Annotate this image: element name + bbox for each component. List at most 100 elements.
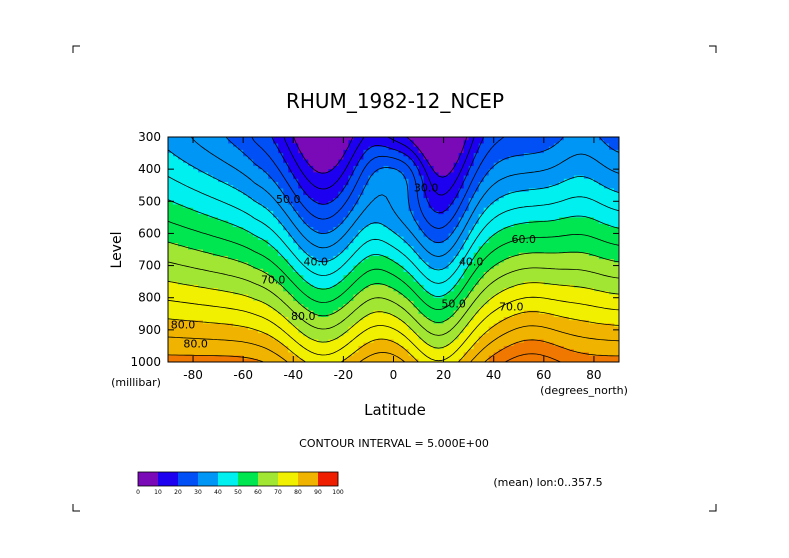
heatmap-cell	[313, 178, 319, 183]
heatmap-cell	[408, 297, 415, 302]
heatmap-cell	[303, 198, 309, 202]
heatmap-cell	[353, 175, 360, 180]
heatmap-cell	[493, 265, 500, 270]
heatmap-cell	[278, 304, 284, 308]
heatmap-cell	[243, 201, 249, 206]
heatmap-cell	[378, 300, 385, 305]
heatmap-cell	[208, 204, 214, 209]
heatmap-cell	[178, 339, 184, 344]
heatmap-cell	[253, 326, 259, 331]
heatmap-cell	[508, 326, 515, 331]
heatmap-cell	[238, 358, 244, 362]
heatmap-cell	[188, 342, 194, 347]
heatmap-cell	[343, 313, 349, 318]
heatmap-cell	[408, 214, 415, 218]
heatmap-cell	[223, 310, 229, 315]
heatmap-cell	[343, 185, 349, 190]
heatmap-cell	[503, 333, 510, 337]
heatmap-cell	[273, 140, 279, 145]
heatmap-cell	[263, 227, 269, 231]
heatmap-cell	[338, 326, 344, 331]
heatmap-cell	[433, 310, 440, 315]
heatmap-cell	[248, 227, 254, 231]
heatmap-cell	[198, 355, 204, 360]
heatmap-cell	[348, 358, 355, 362]
heatmap-cell	[383, 352, 390, 357]
heatmap-cell	[318, 230, 324, 235]
heatmap-cell	[358, 297, 365, 302]
heatmap-cell	[253, 194, 259, 199]
heatmap-cell	[418, 246, 425, 251]
heatmap-cell	[523, 201, 530, 206]
heatmap-cell	[188, 162, 194, 167]
heatmap-cell	[503, 220, 510, 225]
heatmap-cell	[288, 297, 294, 302]
heatmap-cell	[473, 210, 480, 215]
heatmap-cell	[463, 284, 470, 289]
heatmap-cell	[488, 153, 495, 157]
heatmap-cell	[228, 265, 234, 270]
heatmap-cell	[348, 249, 355, 254]
heatmap-cell	[463, 191, 470, 196]
heatmap-cell	[338, 223, 344, 228]
heatmap-cell	[363, 207, 370, 212]
heatmap-cell	[433, 159, 440, 164]
heatmap-cell	[338, 288, 344, 292]
heatmap-cell	[398, 165, 405, 170]
heatmap-cell	[373, 210, 380, 215]
heatmap-cell	[188, 159, 194, 164]
heatmap-cell	[173, 252, 179, 257]
heatmap-cell	[423, 323, 430, 328]
heatmap-cell	[423, 339, 430, 344]
heatmap-cell	[513, 204, 520, 209]
heatmap-cell	[313, 210, 319, 215]
heatmap-cell	[478, 297, 485, 302]
heatmap-cell	[358, 272, 365, 276]
heatmap-cell	[383, 284, 390, 289]
heatmap-cell	[233, 137, 239, 141]
heatmap-cell	[223, 140, 229, 145]
heatmap-cell	[268, 198, 274, 202]
heatmap-cell	[208, 294, 214, 299]
heatmap-cell	[273, 342, 279, 347]
heatmap-cell	[188, 185, 194, 190]
heatmap-cell	[238, 201, 244, 206]
heatmap-cell	[203, 194, 209, 199]
heatmap-cell	[373, 175, 380, 180]
heatmap-cell	[378, 345, 385, 350]
heatmap-cell	[393, 191, 400, 196]
heatmap-cell	[393, 156, 400, 161]
heatmap-cell	[368, 210, 375, 215]
heatmap-cell	[353, 217, 360, 222]
heatmap-cell	[278, 159, 284, 164]
heatmap-cell	[293, 278, 299, 283]
heatmap-cell	[248, 153, 254, 157]
heatmap-cell	[198, 349, 204, 353]
heatmap-cell	[273, 227, 279, 231]
heatmap-cell	[408, 165, 415, 170]
heatmap-cell	[373, 294, 380, 299]
heatmap-cell	[268, 288, 274, 292]
heatmap-cell	[228, 162, 234, 167]
heatmap-cell	[508, 288, 515, 292]
heatmap-cell	[313, 246, 319, 251]
heatmap-cell	[293, 165, 299, 170]
heatmap-cell	[278, 175, 284, 180]
heatmap-cell	[213, 172, 219, 177]
heatmap-cell	[318, 162, 324, 167]
heatmap-cell	[338, 143, 344, 148]
heatmap-cell	[393, 194, 400, 199]
heatmap-cell	[338, 349, 344, 353]
heatmap-cell	[358, 246, 365, 251]
heatmap-cell	[428, 246, 435, 251]
heatmap-cell	[438, 175, 445, 180]
heatmap-cell	[238, 320, 244, 325]
heatmap-cell	[188, 239, 194, 244]
heatmap-cell	[373, 297, 380, 302]
heatmap-cell	[213, 217, 219, 222]
heatmap-cell	[363, 188, 370, 193]
heatmap-cell	[303, 291, 309, 296]
heatmap-cell	[243, 178, 249, 183]
heatmap-cell	[373, 188, 380, 193]
heatmap-cell	[468, 182, 475, 186]
